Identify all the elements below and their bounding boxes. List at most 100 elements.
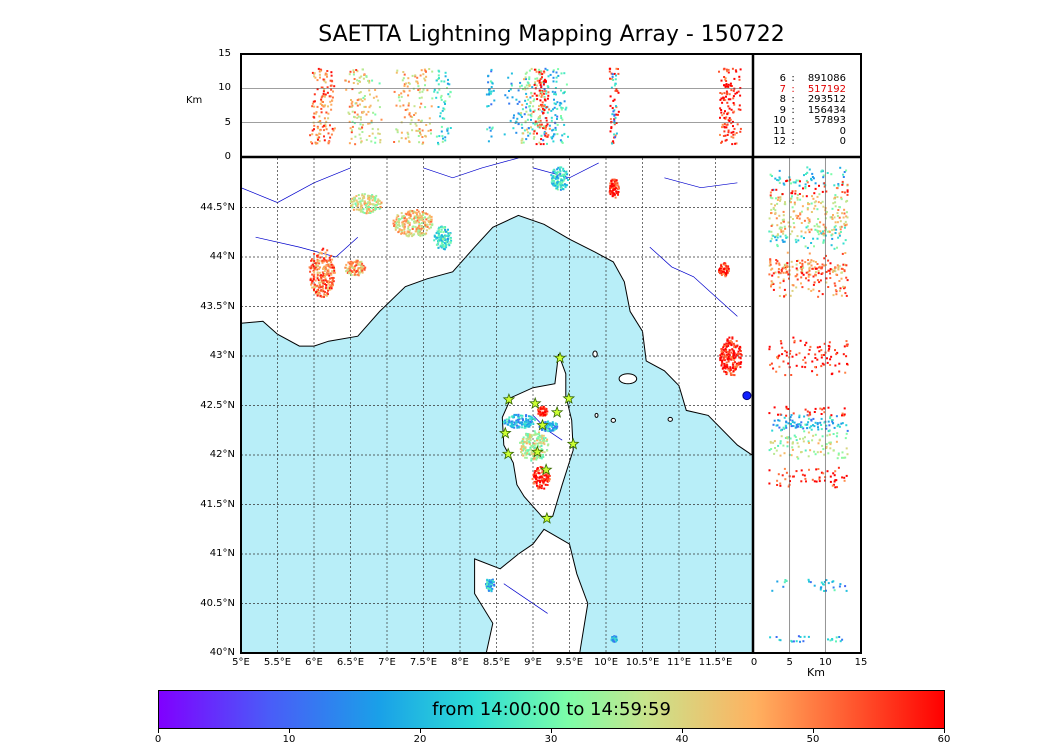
source-point (615, 640, 617, 643)
source-point (328, 256, 331, 259)
source-point (322, 267, 324, 270)
source-point-right (829, 262, 832, 265)
source-point (330, 273, 333, 276)
source-point (736, 362, 738, 365)
source-point-right (783, 240, 786, 243)
source-point-top (362, 110, 365, 113)
source-point-top (317, 138, 319, 141)
source-point (722, 345, 725, 347)
source-point-top (730, 85, 733, 87)
source-point-top (726, 113, 729, 116)
source-point-right (816, 279, 819, 282)
source-point (727, 355, 730, 358)
source-point-right (838, 362, 841, 365)
source-point-right (821, 190, 824, 193)
source-point-right (829, 216, 832, 219)
source-point-top (319, 102, 322, 105)
source-point-top (526, 128, 528, 131)
source-point-right (791, 289, 794, 292)
source-point-top (739, 94, 742, 97)
source-point (533, 446, 536, 449)
colorbar-tick-mark (158, 728, 159, 733)
source-point-right (846, 429, 849, 432)
source-point-top (323, 124, 325, 127)
source-point-top (348, 105, 351, 108)
source-point (612, 184, 615, 187)
source-point (422, 227, 425, 230)
source-point-right (782, 210, 785, 213)
source-point-top (415, 124, 418, 127)
station-count-row: 7:517192 (762, 84, 846, 96)
source-point-top (350, 131, 353, 134)
source-point-right (781, 193, 784, 196)
source-point-right (768, 469, 771, 472)
source-point (720, 364, 723, 367)
source-point-top (395, 104, 398, 107)
source-point-top (491, 126, 494, 129)
source-point (485, 585, 488, 588)
source-point-top (550, 119, 553, 122)
source-point (527, 453, 530, 456)
source-point-top (320, 100, 323, 103)
source-point-top (327, 117, 330, 120)
source-point-top (617, 68, 619, 70)
source-point (723, 343, 726, 346)
source-point-right (796, 278, 799, 281)
source-point-top (401, 79, 404, 82)
source-point-top (368, 135, 371, 137)
source-point-right (807, 417, 810, 420)
source-point (319, 284, 322, 287)
source-point (434, 235, 436, 238)
source-point (397, 231, 400, 234)
source-point-top (375, 95, 378, 98)
source-point-top (542, 83, 545, 86)
source-point-right (827, 638, 829, 641)
source-point-top (330, 108, 333, 111)
source-point-right (794, 190, 797, 192)
source-point-right (824, 263, 827, 266)
source-point-top (725, 83, 728, 86)
lon-tick-label: 5°E (232, 657, 250, 668)
source-point-right (828, 230, 831, 233)
source-point-top (727, 129, 730, 132)
source-point-top (311, 142, 314, 145)
station-star-icon (566, 437, 580, 450)
source-point (502, 421, 505, 424)
source-point (524, 447, 527, 449)
source-point (527, 438, 530, 440)
source-point-right (821, 263, 824, 266)
source-point-top (739, 127, 742, 130)
source-point-right (776, 224, 779, 227)
source-point (728, 357, 731, 360)
outer-frame (240, 53, 862, 654)
source-point (526, 452, 528, 455)
source-point (358, 267, 361, 270)
source-point-top (527, 98, 530, 101)
source-point-top (350, 137, 353, 140)
source-point (330, 263, 333, 266)
source-point (538, 479, 541, 482)
source-point-top (418, 91, 421, 94)
source-point-right (780, 226, 783, 229)
source-point-right (776, 245, 779, 248)
source-point-top (614, 136, 617, 139)
source-point (560, 178, 563, 181)
source-point (554, 425, 557, 428)
source-point-top (320, 111, 323, 114)
source-point-top (721, 123, 724, 126)
source-point-top (723, 76, 726, 78)
source-point-top (562, 92, 565, 95)
source-point (733, 361, 736, 364)
source-point-right (817, 428, 820, 431)
source-point-top (508, 102, 511, 105)
source-point-right (818, 438, 821, 441)
source-point-top (555, 71, 558, 74)
source-point (321, 261, 324, 264)
source-point (556, 174, 559, 177)
source-point (611, 191, 614, 193)
source-point-top (319, 70, 322, 73)
source-point-right (820, 581, 823, 584)
source-point-top (725, 124, 728, 127)
altitude-tick-label: 10 (818, 657, 832, 668)
source-point-right (807, 635, 810, 638)
